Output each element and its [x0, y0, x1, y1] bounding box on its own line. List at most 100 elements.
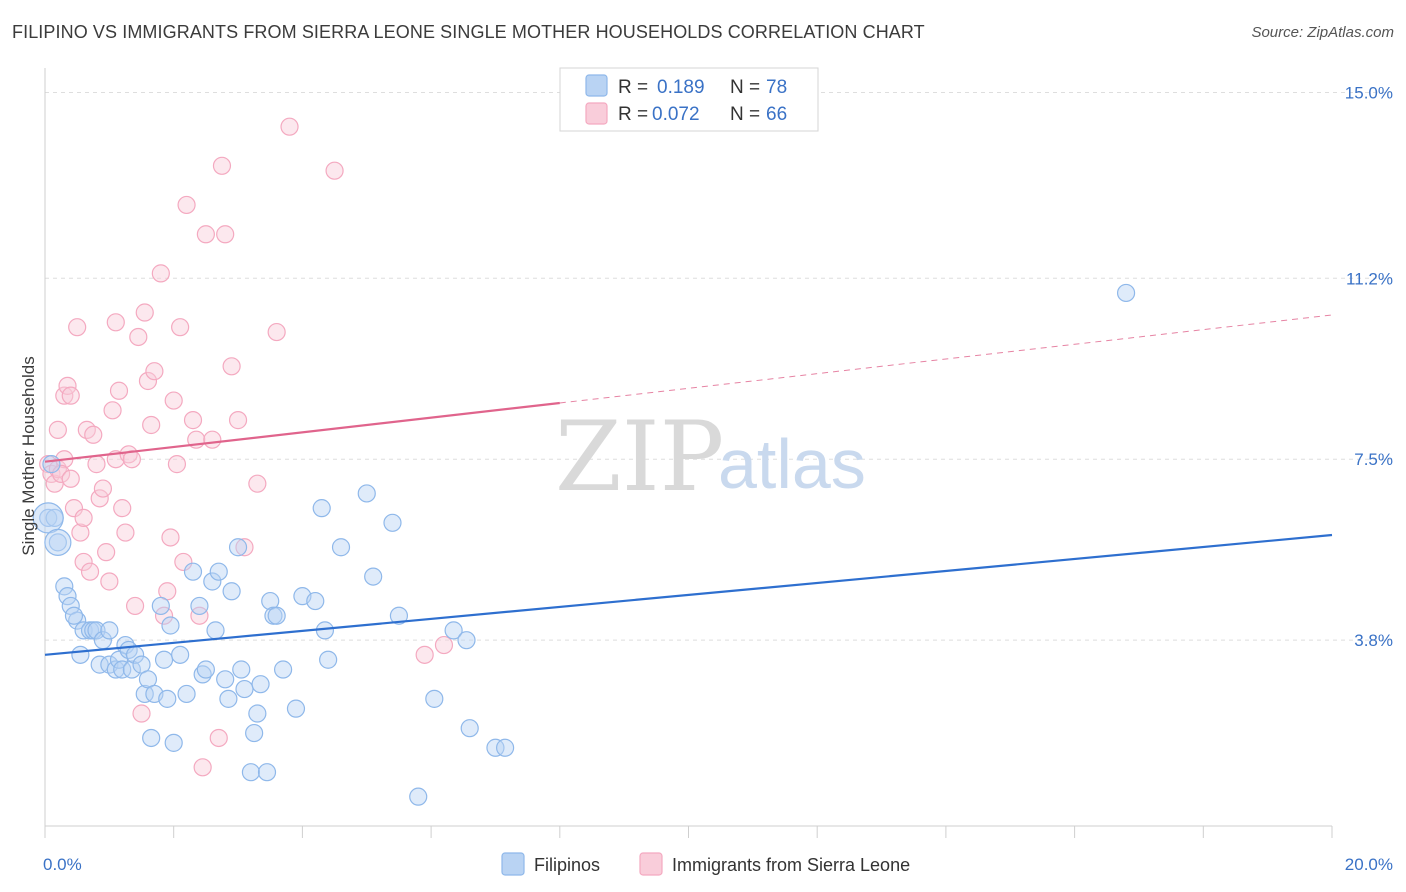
- legend-r-value: 0.189: [657, 77, 705, 98]
- sierra-leone-point: [90, 489, 109, 508]
- filipinos-point: [232, 660, 251, 679]
- y-tick-label: 3.8%: [1354, 631, 1393, 650]
- filipinos-point: [306, 591, 325, 611]
- filipinos-point: [425, 689, 444, 708]
- sierra-leone-point: [415, 645, 434, 664]
- filipinos-point: [286, 699, 306, 718]
- filipinos-point: [486, 738, 505, 757]
- sierra-leone-point: [61, 469, 80, 488]
- filipinos-trend-line: [44, 533, 1333, 656]
- filipinos-point: [444, 621, 463, 640]
- filipinos-point: [135, 684, 154, 704]
- sierra-leone-point: [106, 313, 125, 332]
- filipinos-point: [68, 611, 87, 630]
- filipinos-point: [106, 660, 125, 679]
- filipinos-point: [228, 538, 248, 557]
- filipinos-point: [154, 650, 174, 669]
- sierra-leone-point: [325, 161, 344, 180]
- filipinos-point: [267, 606, 286, 625]
- filipinos-point: [235, 679, 254, 699]
- sierra-leone-point: [61, 386, 80, 405]
- watermark-atlas: atlas: [718, 425, 866, 503]
- filipinos-point: [331, 538, 351, 557]
- sierra-leone-point: [132, 704, 151, 723]
- sierra-leone-point: [80, 562, 100, 581]
- sierra-leone-point: [174, 552, 193, 572]
- sierra-leone-point: [48, 420, 67, 439]
- legend-n-label: N =: [730, 104, 760, 125]
- sierra-leone-point: [183, 411, 203, 430]
- sierra-leone-point: [177, 195, 196, 215]
- chart-title: FILIPINO VS IMMIGRANTS FROM SIERRA LEONE…: [12, 22, 925, 42]
- filipinos-point: [241, 763, 261, 782]
- sierra-leone-point: [97, 543, 116, 562]
- sierra-leone-point: [129, 327, 148, 347]
- sierra-leone-point: [212, 156, 232, 175]
- filipinos-point: [496, 738, 515, 757]
- filipinos-point: [164, 733, 183, 752]
- filipinos-point: [177, 684, 196, 704]
- legend-r-label: R =: [618, 77, 648, 98]
- series-filipinos-points: [32, 283, 1136, 806]
- sierra-leone-point: [68, 318, 87, 337]
- sierra-leone-point: [93, 479, 113, 498]
- sierra-leone-point: [64, 499, 84, 518]
- sierra-leone-point: [142, 415, 161, 435]
- sierra-leone-point: [235, 538, 254, 557]
- sierra-leone-point: [154, 606, 174, 625]
- sierra-leone-point: [58, 376, 77, 395]
- sierra-leone-point: [119, 445, 138, 464]
- filipinos-point: [257, 763, 277, 782]
- sierra-leone-point: [280, 117, 299, 136]
- sierra-leone-point: [190, 606, 209, 625]
- filipinos-point: [44, 528, 72, 556]
- x-tick-label-max: 20.0%: [1345, 855, 1393, 874]
- filipinos-point: [409, 787, 428, 806]
- filipinos-point: [357, 484, 376, 503]
- sierra-leone-point: [171, 318, 190, 337]
- filipinos-point: [383, 513, 402, 532]
- filipinos-point: [251, 675, 270, 694]
- sierra-leone-point: [167, 455, 187, 474]
- filipinos-point: [87, 621, 106, 640]
- sierra-leone-point: [164, 391, 183, 410]
- sierra-leone-point: [71, 523, 90, 542]
- bottom-legend-swatch-sierra-leone: [639, 852, 663, 876]
- sierra-leone-point: [135, 303, 154, 322]
- filipinos-point: [312, 499, 331, 518]
- bottom-legend: Filipinos Immigrants from Sierra Leone: [501, 852, 910, 876]
- sierra-leone-point: [138, 371, 158, 391]
- legend-r-label: R =: [618, 104, 648, 125]
- filipinos-point: [183, 562, 203, 581]
- sierra-leone-point: [103, 401, 122, 420]
- legend-r-value: 0.072: [652, 104, 700, 125]
- filipinos-point: [116, 635, 135, 655]
- y-tick-label: 15.0%: [1345, 83, 1393, 102]
- grid-lines: [45, 91, 1392, 641]
- sierra-leone-point: [203, 430, 222, 449]
- sierra-leone-point: [193, 758, 212, 777]
- filipinos-point: [122, 660, 141, 679]
- watermark-zip: ZIP: [555, 401, 724, 513]
- filipinos-point: [209, 562, 228, 581]
- filipinos-point: [74, 621, 93, 640]
- filipinos-point: [71, 645, 90, 664]
- sierra-leone-point: [151, 264, 170, 283]
- sierra-leone-point: [209, 728, 228, 748]
- legend-swatch-sierra-leone: [585, 102, 608, 125]
- sierra-leone-point: [267, 322, 286, 342]
- filipinos-point: [193, 665, 212, 684]
- filipinos-point: [161, 616, 180, 635]
- sierra-leone-point: [216, 225, 235, 244]
- legend-n-label: N =: [730, 77, 760, 98]
- sierra-leone-point: [55, 386, 74, 405]
- filipinos-point: [64, 606, 84, 625]
- filipinos-point: [100, 621, 119, 640]
- filipinos-point: [216, 670, 235, 689]
- legend-n-value: 66: [766, 104, 787, 125]
- legend-swatch-filipinos: [585, 74, 608, 97]
- sierra-leone-point: [196, 225, 215, 244]
- filipinos-point: [55, 577, 74, 596]
- filipinos-point: [245, 723, 264, 743]
- source-label: Source: ZipAtlas.com: [1251, 24, 1394, 41]
